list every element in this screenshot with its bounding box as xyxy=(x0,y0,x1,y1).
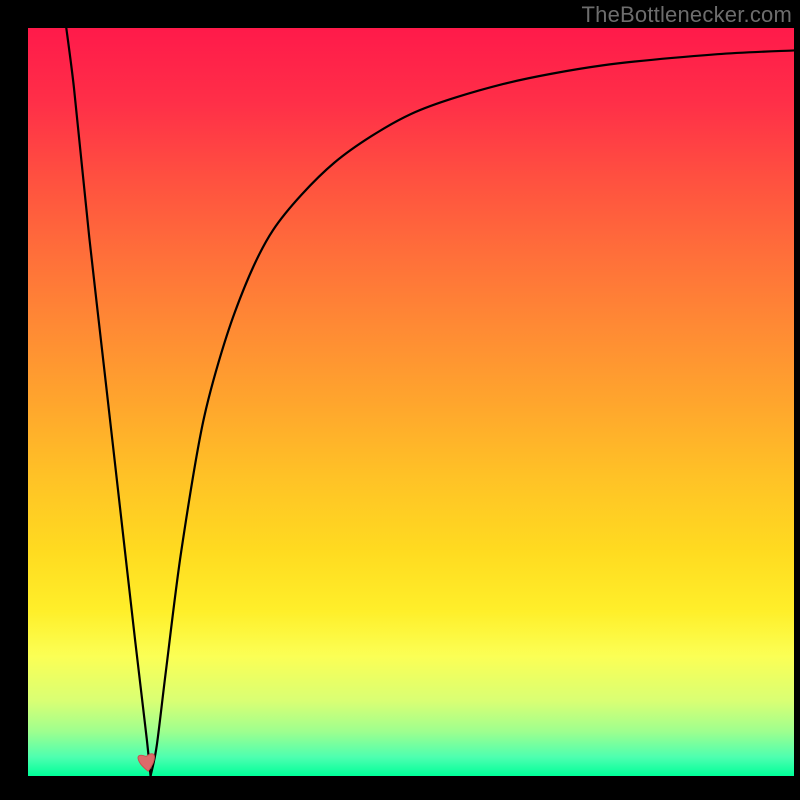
watermark-text: TheBottlenecker.com xyxy=(582,2,792,28)
plot-background xyxy=(28,28,794,776)
chart-svg xyxy=(0,0,800,800)
bottleneck-chart: TheBottlenecker.com xyxy=(0,0,800,800)
